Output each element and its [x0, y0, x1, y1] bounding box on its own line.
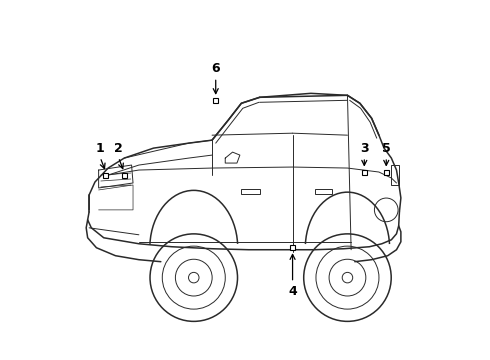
Text: 3: 3: [360, 141, 368, 155]
Bar: [315, 189, 332, 194]
Bar: [122, 172, 127, 177]
Text: 2: 2: [114, 141, 123, 155]
Bar: [392, 165, 399, 185]
Text: 4: 4: [288, 285, 297, 298]
Bar: [242, 189, 260, 194]
Text: 1: 1: [96, 141, 104, 155]
Text: 5: 5: [382, 141, 391, 155]
Bar: [384, 170, 389, 175]
Bar: [290, 245, 295, 250]
Bar: [103, 172, 108, 177]
Bar: [362, 170, 367, 175]
Text: 6: 6: [211, 62, 220, 75]
Bar: [213, 98, 218, 103]
